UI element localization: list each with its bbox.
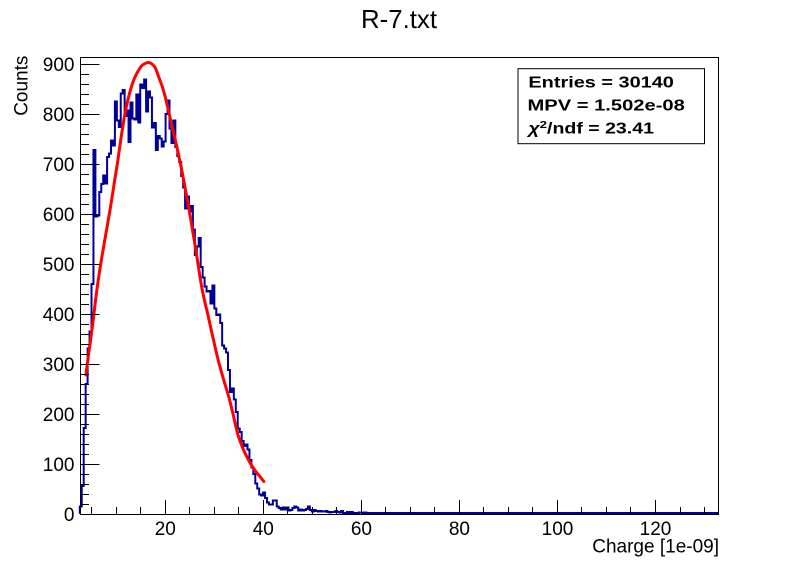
svg-text:20: 20 bbox=[155, 519, 176, 540]
svg-text:R-7.txt: R-7.txt bbox=[361, 6, 437, 34]
svg-text:600: 600 bbox=[43, 205, 75, 226]
svg-text:100: 100 bbox=[542, 519, 574, 540]
svg-text:60: 60 bbox=[351, 519, 372, 540]
svg-text:χ2/ndf = 23.41: χ2/ndf = 23.41 bbox=[526, 119, 654, 138]
svg-text:200: 200 bbox=[43, 405, 75, 426]
svg-text:400: 400 bbox=[43, 305, 75, 326]
svg-text:700: 700 bbox=[43, 155, 75, 176]
svg-text:80: 80 bbox=[449, 519, 470, 540]
svg-text:Counts: Counts bbox=[12, 56, 33, 116]
svg-text:Charge [1e-09]: Charge [1e-09] bbox=[592, 536, 719, 557]
svg-text:300: 300 bbox=[43, 355, 75, 376]
svg-text:Entries = 30140: Entries = 30140 bbox=[528, 74, 674, 91]
svg-text:500: 500 bbox=[43, 255, 75, 276]
svg-text:MPV = 1.502e-08: MPV = 1.502e-08 bbox=[528, 97, 685, 114]
svg-text:40: 40 bbox=[253, 519, 274, 540]
svg-text:0: 0 bbox=[64, 505, 75, 526]
svg-text:800: 800 bbox=[43, 105, 75, 126]
svg-text:100: 100 bbox=[43, 455, 75, 476]
svg-text:120: 120 bbox=[640, 519, 672, 540]
svg-text:900: 900 bbox=[43, 55, 75, 76]
